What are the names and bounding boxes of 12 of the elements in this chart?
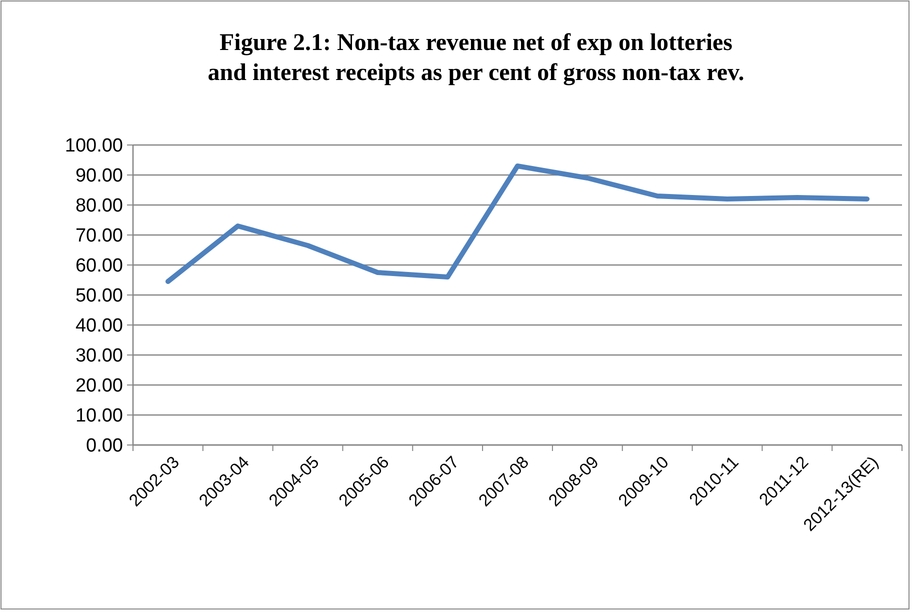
y-tick-label: 80.00 [75, 196, 123, 217]
y-tick-label: 50.00 [75, 286, 123, 307]
y-tick-label: 100.00 [64, 136, 123, 157]
y-tick-label: 70.00 [75, 226, 123, 247]
y-tick-label: 40.00 [75, 316, 123, 337]
y-tick-label: 20.00 [75, 376, 123, 397]
y-tick-label: 60.00 [75, 256, 123, 277]
y-tick-label: 30.00 [75, 346, 123, 367]
y-tick-label: 0.00 [86, 436, 123, 457]
y-tick-label: 10.00 [75, 406, 123, 427]
y-tick-label: 90.00 [75, 166, 123, 187]
chart-title: Figure 2.1: Non-tax revenue net of exp on lotteries and interest receipts as per cent of gross non-tax rev. [208, 30, 744, 86]
